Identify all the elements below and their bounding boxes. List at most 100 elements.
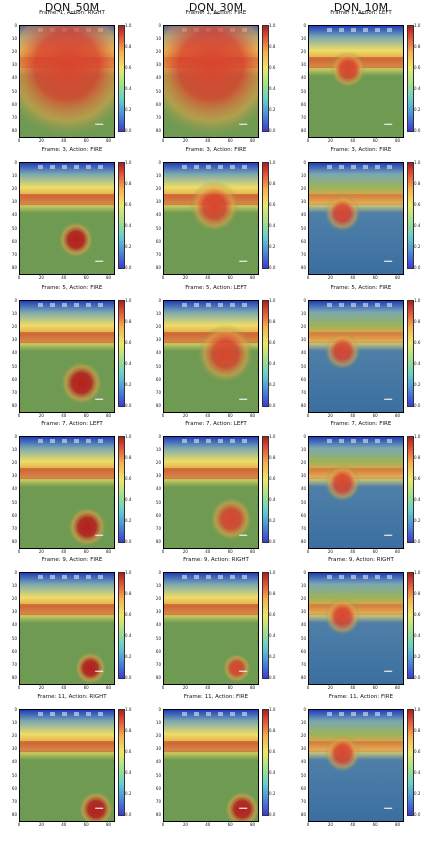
colorbar-tick-label: 0.2 — [414, 790, 421, 796]
x-tick-label: 40 — [350, 275, 356, 280]
y-tick-label: 20 — [300, 459, 306, 465]
y-tick-label: 80 — [300, 403, 306, 409]
y-tick-label: 70 — [11, 252, 17, 257]
y-tick-label: 10 — [155, 35, 161, 41]
x-tick-label: 60 — [83, 549, 89, 554]
saliency-panel: Frame: 7, Action: LEFT 0 10 20 30 40 50 60 70 80 0… — [146, 421, 286, 557]
brick-marker — [182, 439, 187, 443]
colorbar-tick-label: 1.0 — [414, 22, 421, 28]
panel-title: Frame: 9, Action: RIGHT — [183, 557, 249, 563]
x-tick-label: 40 — [61, 549, 67, 554]
heatmap-image — [164, 437, 258, 548]
brick-marker — [62, 439, 67, 443]
y-tick-label: 80 — [155, 265, 161, 271]
colorbar-tick-label: 0.4 — [269, 769, 276, 775]
brick-marker — [218, 712, 223, 716]
colorbar-tick-label: 0.0 — [414, 264, 421, 270]
brick-marker — [74, 165, 79, 169]
brick-marker — [363, 28, 368, 32]
brick-marker — [218, 303, 223, 307]
colorbar-tick-label: 1.0 — [269, 297, 276, 303]
x-tick-label: 40 — [205, 685, 211, 690]
y-tick-label: 0 — [303, 159, 306, 165]
heatmap-image — [20, 301, 114, 412]
heatmap-axes — [19, 436, 115, 549]
activation-hotspot — [67, 506, 107, 548]
colorbar-tick-label: 0.6 — [269, 64, 276, 70]
brick-marker — [74, 439, 79, 443]
paddle-marker — [384, 398, 393, 400]
x-tick-label: 20 — [182, 685, 188, 690]
colorbar-tick-label: 1.0 — [125, 433, 132, 439]
y-tick-label: 40 — [11, 759, 17, 765]
y-tick-label: 50 — [300, 363, 306, 369]
colorbar-tick-label: 0.6 — [269, 611, 276, 617]
y-tick-label: 30 — [155, 337, 161, 343]
x-tick-label: 40 — [350, 822, 356, 827]
y-tick-label: 40 — [300, 759, 306, 765]
saliency-panel: Frame: 7, Action: FIRE 0 10 20 30 40 50 60 70 80 0… — [291, 421, 431, 557]
brick-marker — [182, 165, 187, 169]
y-tick-label: 0 — [303, 706, 306, 712]
brick-marker — [327, 303, 332, 307]
y-tick-label: 50 — [155, 88, 161, 94]
y-tick-label: 50 — [11, 363, 17, 369]
colorbar-tick-label: 0.8 — [414, 590, 421, 596]
x-tick-label: 20 — [327, 822, 333, 827]
heatmap-axes — [19, 300, 115, 413]
panel-title: Frame: 1, Action: LEFT — [330, 10, 392, 16]
x-tick-label: 20 — [327, 685, 333, 690]
x-tick-label: 80 — [105, 549, 112, 554]
brick-marker — [351, 303, 356, 307]
x-tick-label: 20 — [182, 413, 188, 418]
brick-marker — [375, 165, 380, 169]
colorbar-tick-label: 0.4 — [414, 496, 421, 502]
y-tick-label: 50 — [155, 225, 161, 231]
y-tick-label: 70 — [155, 799, 161, 804]
colorbar-tick-label: 0.4 — [269, 360, 276, 366]
y-tick-label: 30 — [155, 199, 161, 205]
activation-band — [20, 604, 114, 616]
x-tick-label: 0 — [17, 275, 21, 280]
x-tick-label: 0 — [306, 138, 310, 143]
brick-marker — [38, 575, 43, 579]
heatmap-image — [164, 26, 258, 137]
x-tick-label: 80 — [249, 549, 256, 554]
column-title: DQN_30M — [188, 1, 244, 14]
brick-marker — [363, 439, 368, 443]
heatmap-axes — [308, 25, 404, 138]
brick-marker — [86, 439, 91, 443]
activation-hotspot — [58, 221, 94, 259]
brick-marker — [327, 165, 332, 169]
heatmap-axes — [308, 572, 404, 685]
y-tick-label: 10 — [11, 446, 17, 452]
saliency-panel: Frame: 3, Action: FIRE 0 10 20 30 40 50 60 70 80 0… — [2, 147, 142, 283]
saliency-panel: Frame: 9, Action: FIRE 0 10 20 30 40 50 60 70 80 0… — [2, 557, 142, 693]
x-tick-label: 80 — [394, 549, 401, 554]
x-tick-label: 0 — [306, 275, 310, 280]
colorbar-tick-label: 0.2 — [125, 106, 132, 112]
x-tick-label: 20 — [38, 275, 44, 280]
x-tick-label: 80 — [249, 138, 256, 143]
x-tick-label: 0 — [161, 413, 165, 418]
brick-marker — [339, 165, 344, 169]
brick-marker — [242, 303, 247, 307]
y-tick-label: 10 — [300, 582, 306, 588]
colorbar — [118, 436, 125, 543]
y-tick-label: 10 — [300, 172, 306, 178]
colorbar-tick-label: 0.2 — [125, 517, 132, 523]
panel-title: Frame: 1, Action: FIRE — [185, 10, 247, 16]
x-tick-label: 80 — [105, 685, 112, 690]
heatmap-axes — [19, 25, 115, 138]
brick-marker — [62, 303, 67, 307]
y-tick-label: 40 — [155, 486, 161, 492]
y-tick-label: 20 — [11, 48, 17, 54]
heatmap-axes — [163, 300, 259, 413]
saliency-panel: Frame: 7, Action: LEFT 0 10 20 30 40 50 60 70 80 0… — [2, 421, 142, 557]
brick-marker — [230, 165, 235, 169]
brick-marker — [218, 439, 223, 443]
y-tick-label: 70 — [300, 526, 306, 531]
activation-hotspot — [324, 735, 361, 773]
colorbar-tick-label: 0.2 — [125, 653, 132, 659]
colorbar-tick-label: 0.0 — [269, 402, 276, 408]
